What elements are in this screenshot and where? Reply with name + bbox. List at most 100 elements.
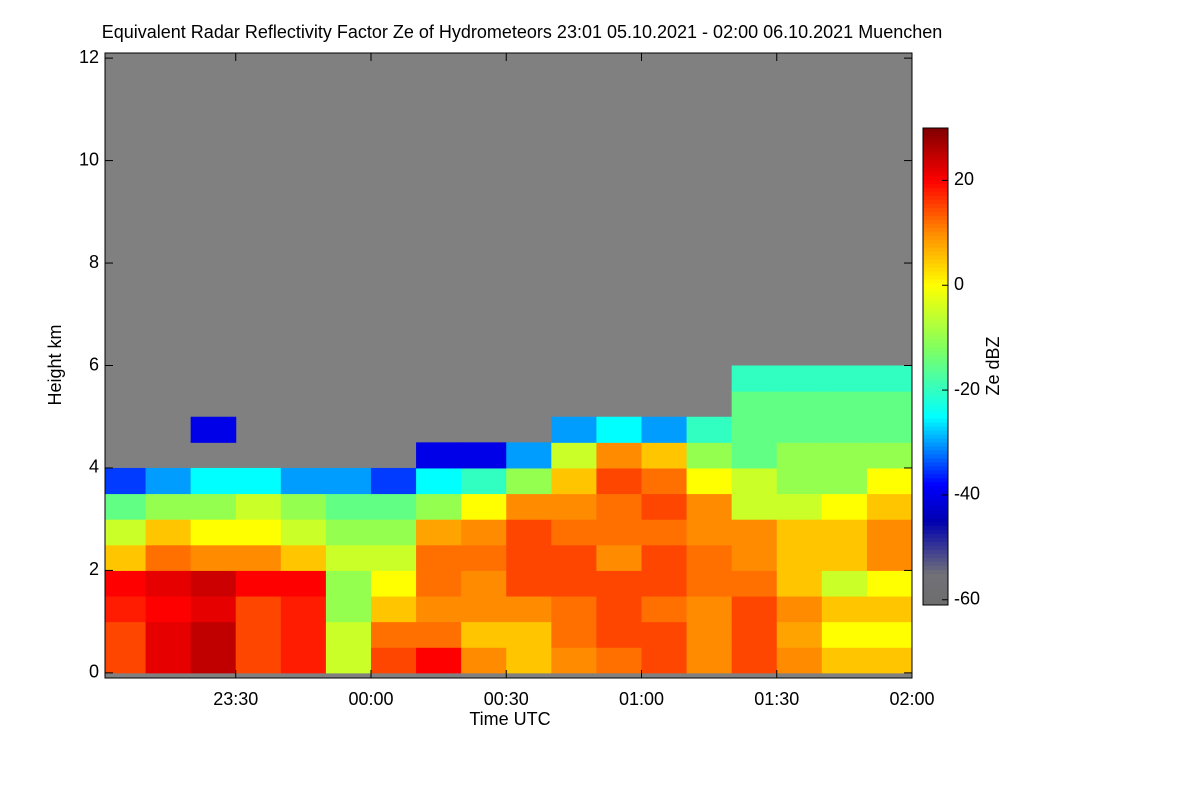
colorbar-segment <box>923 290 948 296</box>
colorbar-segment <box>923 505 948 511</box>
colorbar-segment <box>923 275 948 280</box>
heatmap-cell <box>325 493 372 520</box>
heatmap-cell <box>776 570 823 597</box>
colorbar-frame <box>922 127 949 606</box>
heatmap-cell <box>370 493 417 520</box>
colorbar-segment <box>923 143 948 149</box>
heatmap-cell <box>551 621 597 648</box>
heatmap-cell <box>506 621 552 648</box>
heatmap-cell <box>370 596 417 623</box>
heatmap-cell <box>416 493 462 520</box>
colorbar-segment <box>923 255 948 260</box>
colorbar-segment <box>923 585 948 590</box>
colorbar-segment <box>923 406 948 411</box>
heatmap-cell <box>105 493 147 520</box>
heatmap-cell <box>821 416 868 443</box>
heatmap-cell <box>596 467 643 495</box>
heatmap-cell <box>145 621 192 648</box>
heatmap-cell <box>866 647 913 674</box>
heatmap-cell <box>370 467 417 495</box>
colorbar-segment <box>923 342 948 348</box>
colorbar-segment <box>923 167 948 173</box>
heatmap-cell <box>461 493 507 520</box>
heatmap-cell <box>596 596 643 623</box>
heatmap-cell <box>821 570 868 597</box>
heatmap-cell <box>145 519 192 546</box>
heatmap-cell <box>776 493 823 520</box>
heatmap-cell <box>821 596 868 623</box>
colorbar-segment <box>923 577 948 582</box>
heatmap-cell <box>461 647 507 674</box>
colorbar-segment <box>923 350 948 356</box>
heatmap-cell <box>280 570 327 597</box>
colorbar-segment <box>923 326 948 332</box>
heatmap-cell <box>235 519 282 546</box>
heatmap-cell <box>190 416 237 443</box>
heatmap-cell <box>506 570 552 597</box>
colorbar-segment <box>923 159 948 165</box>
heatmap-cell <box>866 544 913 571</box>
colorbar-segment <box>923 131 948 137</box>
colorbar-segment <box>923 183 948 189</box>
heatmap-cell <box>370 570 417 597</box>
colorbar-segment <box>923 581 948 586</box>
colorbar-segment <box>923 128 948 133</box>
colorbar-segment <box>923 243 948 248</box>
colorbar-segment <box>923 533 948 538</box>
heatmap-cell <box>145 544 192 571</box>
heatmap-cell <box>551 442 597 469</box>
heatmap-cell <box>731 621 778 648</box>
colorbar-segment <box>923 414 948 419</box>
heatmap-cell <box>145 596 192 623</box>
colorbar-segment <box>923 135 948 141</box>
heatmap-cell <box>776 544 823 571</box>
heatmap-cell <box>551 596 597 623</box>
x-tick-label: 01:30 <box>754 689 799 709</box>
colorbar-segment <box>923 294 948 300</box>
heatmap-cell <box>506 493 552 520</box>
heatmap-cell <box>776 442 823 469</box>
colorbar-segment <box>923 247 948 252</box>
heatmap-cell <box>596 416 643 443</box>
heatmap-cell <box>731 442 778 469</box>
colorbar-segment <box>923 259 948 264</box>
heatmap-cell <box>235 544 282 571</box>
colorbar-segment <box>923 251 948 256</box>
colorbar-segment <box>923 171 948 177</box>
heatmap-cell <box>235 621 282 648</box>
heatmap-cell <box>596 621 643 648</box>
heatmap-cell <box>280 647 327 674</box>
heatmap-cell <box>641 544 688 571</box>
heatmap-cell <box>596 544 643 571</box>
heatmap-cell <box>325 621 372 648</box>
heatmap-cell <box>866 596 913 623</box>
colorbar-segment <box>923 239 948 244</box>
colorbar-segment <box>923 589 948 594</box>
heatmap-cell <box>776 391 823 418</box>
colorbar-segment <box>923 509 948 515</box>
colorbar-segment <box>923 521 948 526</box>
colorbar-segment <box>923 163 948 169</box>
colorbar-segment <box>923 449 948 455</box>
heatmap-cell <box>686 416 733 443</box>
colorbar-segment <box>923 287 948 292</box>
colorbar-segment <box>923 457 948 463</box>
colorbar-segment <box>923 485 948 491</box>
heatmap-cell <box>596 442 643 469</box>
colorbar-segment <box>923 537 948 542</box>
heatmap-cell <box>731 493 778 520</box>
heatmap-cell <box>461 596 507 623</box>
colorbar-segment <box>923 461 948 467</box>
colorbar-segment <box>923 477 948 483</box>
heatmap-cell <box>416 647 462 674</box>
heatmap-cell <box>686 544 733 571</box>
heatmap-cell <box>551 647 597 674</box>
colorbar-segment <box>923 370 948 375</box>
heatmap-cell <box>866 391 913 418</box>
colorbar-segment <box>923 549 948 554</box>
heatmap-cell <box>821 467 868 495</box>
heatmap-cell <box>641 442 688 469</box>
colorbar-segment <box>923 175 948 181</box>
colorbar-segment <box>923 366 948 371</box>
y-tick-label: 10 <box>79 149 99 169</box>
